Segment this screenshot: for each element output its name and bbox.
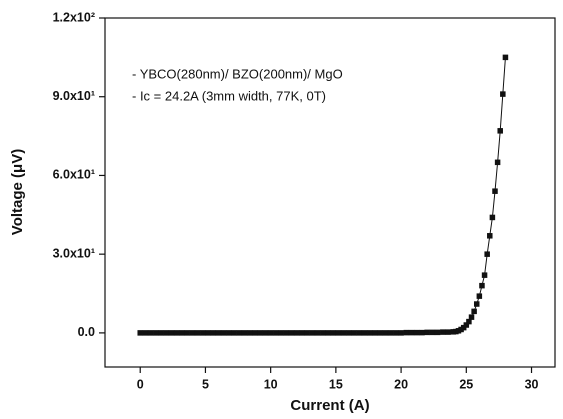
annotation: - YBCO(280nm)/ BZO(200nm)/ MgO [132, 66, 343, 81]
data-point [440, 329, 446, 335]
data-point [471, 308, 477, 315]
data-point [367, 330, 373, 336]
data-point [492, 188, 498, 194]
data-point [382, 330, 389, 336]
data-point [325, 330, 331, 336]
data-point [293, 330, 300, 336]
y-tick-label: 6.0x10¹ [53, 168, 95, 182]
data-point [424, 329, 430, 336]
data-point [429, 329, 436, 336]
x-tick-label: 5 [202, 377, 209, 391]
data-point [466, 318, 472, 325]
data-point [273, 330, 279, 336]
data-point [479, 282, 485, 289]
data-point [163, 330, 170, 336]
data-point [137, 330, 143, 336]
data-point [361, 330, 368, 336]
data-point [147, 330, 154, 336]
data-point [231, 330, 237, 336]
data-point [142, 330, 149, 336]
data-point [241, 330, 248, 336]
data-point [372, 330, 378, 336]
data-point [408, 329, 415, 336]
data-point [330, 330, 337, 336]
data-point [158, 330, 164, 336]
data-point [210, 330, 217, 336]
data-point [346, 330, 352, 336]
data-point [168, 330, 175, 336]
data-point [335, 330, 342, 336]
data-point [500, 91, 506, 97]
x-tick-label: 30 [525, 377, 539, 391]
y-tick-label: 9.0x10¹ [53, 89, 95, 103]
data-point [484, 251, 490, 257]
data-point [262, 330, 269, 336]
data-point [220, 330, 227, 336]
data-point [283, 330, 290, 336]
data-point [189, 330, 196, 336]
data-point [419, 329, 425, 336]
data-point [487, 233, 493, 239]
data-point [468, 314, 475, 320]
data-point [215, 330, 222, 336]
data-point [278, 330, 284, 336]
data-point [257, 330, 263, 336]
x-tick-label: 15 [329, 377, 343, 391]
data-point [494, 159, 501, 166]
data-point [434, 329, 441, 336]
data-point [351, 330, 357, 336]
annotation: - Ic = 24.2A (3mm width, 77K, 0T) [132, 88, 326, 103]
data-point [299, 330, 305, 336]
data-point [153, 330, 159, 336]
x-tick-label: 0 [137, 377, 144, 391]
x-tick-label: 25 [459, 377, 473, 391]
data-point [497, 128, 503, 134]
data-point [173, 330, 180, 336]
data-point [200, 330, 206, 336]
data-point [356, 330, 363, 336]
data-point [252, 330, 258, 336]
y-tick-label: 3.0x10¹ [53, 246, 95, 260]
y-tick-label: 1.2x10² [53, 10, 95, 24]
data-point [320, 330, 326, 336]
data-point [445, 329, 451, 335]
data-point [398, 330, 404, 336]
data-point [340, 330, 347, 336]
data-point [481, 272, 488, 278]
data-point [309, 330, 316, 336]
plot-frame [104, 17, 556, 368]
data-point [489, 214, 496, 221]
data-point [393, 330, 399, 336]
data-point [403, 329, 410, 336]
data-point [476, 293, 483, 299]
data-point [247, 330, 253, 336]
data-point [314, 330, 321, 336]
y-tick-label: 0.0 [78, 325, 95, 339]
data-point [194, 330, 201, 336]
data-point [413, 329, 420, 336]
data-point [184, 330, 190, 336]
x-tick-label: 20 [394, 377, 408, 391]
data-point [387, 330, 394, 336]
data-point [502, 54, 509, 61]
data-point [179, 330, 185, 336]
data-point [236, 330, 243, 336]
data-point [205, 330, 211, 336]
data-point [267, 330, 274, 336]
data-point [473, 301, 480, 307]
data-point [304, 330, 310, 336]
data-point [226, 330, 232, 336]
x-tick-label: 10 [264, 377, 278, 391]
y-axis-title: Voltage (μV) [9, 149, 26, 235]
data-point [377, 330, 383, 336]
x-axis-title: Current (A) [290, 397, 369, 414]
data-point [288, 330, 295, 336]
data-point [463, 322, 470, 328]
